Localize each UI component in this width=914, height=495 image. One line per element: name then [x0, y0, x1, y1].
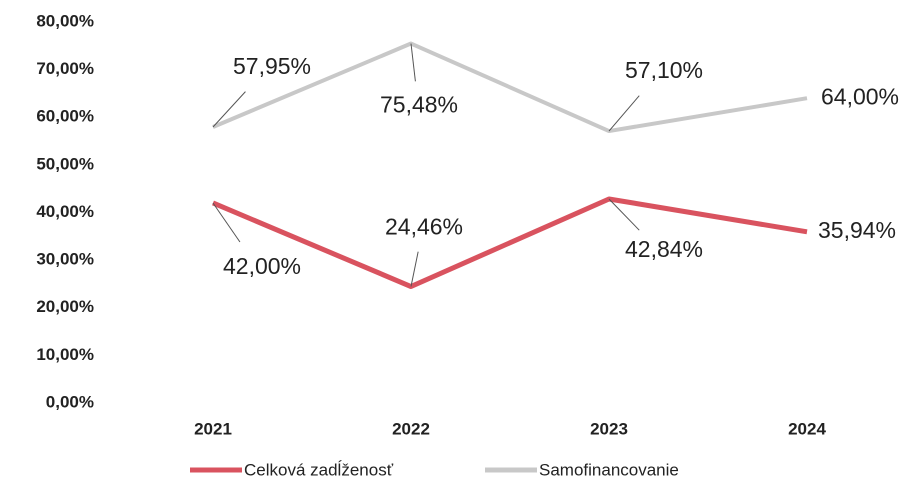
y-tick-label: 20,00%	[36, 297, 94, 316]
x-tick-label: 2022	[392, 419, 430, 438]
y-tick-label: 70,00%	[36, 59, 94, 78]
leader-line	[410, 43, 416, 82]
data-label: 57,10%	[625, 57, 703, 83]
series-line	[212, 196, 808, 290]
y-tick-label: 40,00%	[36, 202, 94, 221]
leader-line	[410, 251, 419, 287]
data-label: 35,94%	[818, 217, 896, 243]
y-tick-label: 30,00%	[36, 250, 94, 269]
data-label: 75,48%	[380, 92, 458, 118]
legend-label: Celková zadĺženosť	[244, 460, 394, 479]
leader-line	[608, 198, 640, 231]
leader-line	[608, 95, 640, 132]
x-tick-label: 2021	[194, 419, 232, 438]
leader-line	[212, 202, 241, 243]
y-tick-label: 80,00%	[36, 11, 94, 30]
leader-line	[212, 91, 246, 128]
legend-label: Samofinancovanie	[539, 460, 679, 479]
data-label: 42,00%	[223, 253, 301, 279]
series-line	[212, 41, 808, 134]
y-tick-label: 0,00%	[46, 392, 94, 411]
y-tick-label: 10,00%	[36, 345, 94, 364]
data-label: 64,00%	[821, 83, 899, 109]
y-tick-label: 50,00%	[36, 154, 94, 173]
data-label: 24,46%	[385, 214, 463, 240]
data-label: 42,84%	[625, 236, 703, 262]
x-tick-label: 2024	[788, 419, 826, 438]
y-tick-label: 60,00%	[36, 107, 94, 126]
data-label: 57,95%	[233, 53, 311, 79]
x-tick-label: 2023	[590, 419, 628, 438]
